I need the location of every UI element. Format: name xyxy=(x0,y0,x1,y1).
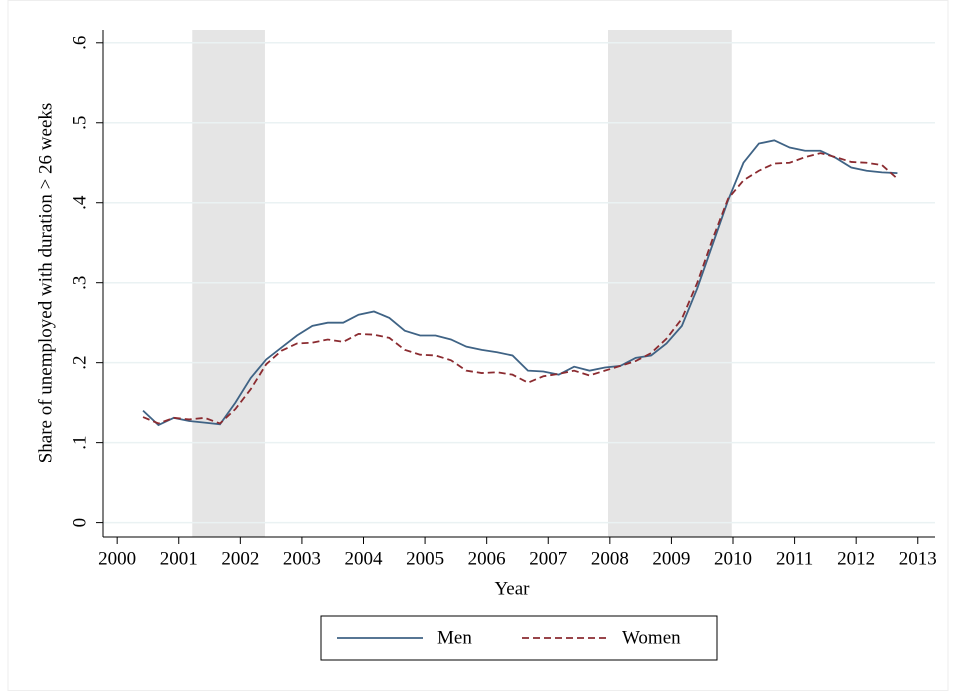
x-tick-label: 2004 xyxy=(345,548,384,569)
series-line xyxy=(142,152,899,425)
y-tick-label: .2 xyxy=(69,356,90,370)
x-tick-label: 2011 xyxy=(776,548,813,569)
y-tick-label: .1 xyxy=(69,436,90,450)
shaded-period xyxy=(607,30,732,537)
legend-label: Men xyxy=(437,627,472,648)
x-tick-label: 2007 xyxy=(529,548,567,569)
x-tick-label: 2008 xyxy=(591,548,629,569)
y-tick-label: 0 xyxy=(69,518,90,528)
y-axis-title: Share of unemployed with duration > 26 w… xyxy=(35,103,56,464)
y-tick-label: .3 xyxy=(69,276,90,290)
shaded-period xyxy=(192,30,265,537)
x-tick-label: 2005 xyxy=(406,548,444,569)
x-tick-label: 2009 xyxy=(652,548,690,569)
x-tick-label: 2001 xyxy=(160,548,198,569)
x-tick-label: 2013 xyxy=(899,548,937,569)
x-tick-label: 2010 xyxy=(714,548,752,569)
x-tick-label: 2006 xyxy=(468,548,506,569)
background xyxy=(7,0,949,691)
x-tick-label: 2003 xyxy=(283,548,321,569)
y-tick-label: .6 xyxy=(69,36,90,50)
legend-label: Women xyxy=(622,627,681,648)
y-tick-label: .4 xyxy=(69,195,90,210)
y-tick-label: .5 xyxy=(69,116,90,130)
x-tick-label: 2012 xyxy=(837,548,875,569)
x-tick-label: 2000 xyxy=(98,548,136,569)
x-tick-label: 2002 xyxy=(221,548,259,569)
series-line xyxy=(142,139,898,427)
x-axis-title: Year xyxy=(494,578,530,599)
